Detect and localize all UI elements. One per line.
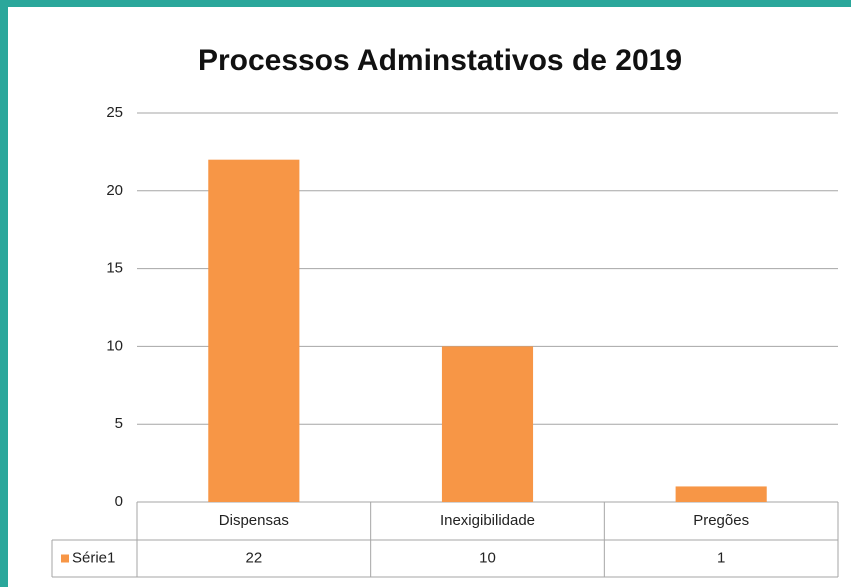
chart-title: Processos Adminstativos de 2019 [198,44,682,77]
frame-left [0,0,8,587]
bar [208,159,300,502]
y-tick-label: 5 [115,415,123,432]
legend-key [61,554,69,563]
bar [441,346,534,502]
x-tick-label: Pregões [693,512,749,529]
table-value: 22 [245,549,262,566]
x-tick-label: Dispensas [219,512,289,529]
bar [675,486,767,502]
legend-label: Série1 [72,549,115,566]
y-tick-label: 0 [115,493,123,510]
table-value: 1 [717,549,725,566]
frame-top [0,0,851,7]
y-tick-label: 25 [106,104,123,121]
y-tick-label: 15 [106,260,123,277]
table-value: 10 [479,549,496,566]
y-tick-label: 10 [106,337,123,354]
x-tick-label: Inexigibilidade [440,512,535,529]
y-tick-label: 20 [106,182,123,199]
